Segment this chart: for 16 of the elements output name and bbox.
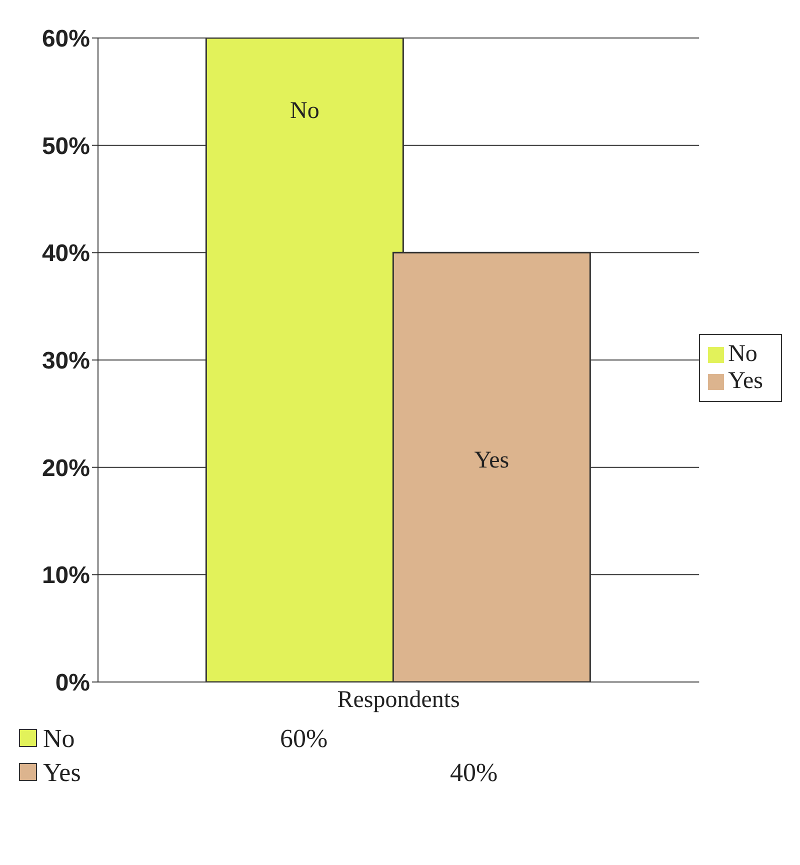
y-tick-label: 0% [55,670,90,697]
y-tick-label: 60% [42,26,90,53]
data-label: 60% [280,723,329,755]
text: Yes [43,758,81,787]
text: No [728,341,758,367]
y-tick-label: 20% [42,454,90,482]
y-tick-label: 30% [42,348,90,375]
legend-label: Yes [728,368,763,394]
legend-label: No [42,723,76,755]
text: No [290,98,320,124]
y-tick-label: 40% [42,240,90,268]
y-tick-label: 10% [42,562,90,590]
data-label: 40% [449,757,499,789]
text: Yes [474,447,510,474]
x-tick-label: Respondents [337,687,460,714]
y-tick-label: 50% [42,132,90,160]
